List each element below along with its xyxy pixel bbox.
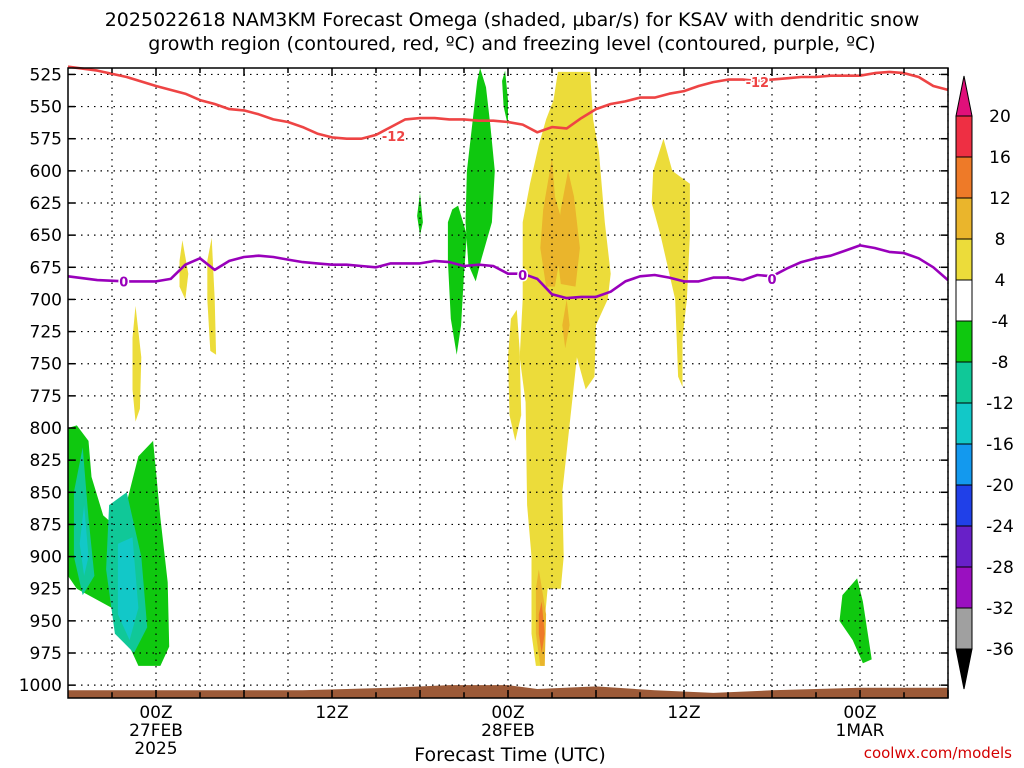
y-tick-label: 525 — [30, 65, 62, 85]
colorbar-label: -36 — [986, 640, 1014, 660]
y-tick-label: 1000 — [19, 676, 62, 696]
omega-region — [207, 237, 217, 355]
omega-region — [79, 505, 89, 576]
omega-region — [508, 309, 522, 441]
contour-lines: -12 -12 0 0 0 — [67, 65, 949, 300]
omega-region — [562, 299, 570, 349]
colorbar-swatch — [955, 115, 973, 158]
y-tick-label: 725 — [30, 323, 62, 343]
y-tick-label: 600 — [30, 162, 62, 182]
colorbar-swatch — [955, 320, 973, 363]
omega-region — [417, 192, 423, 236]
colorbar-label: 16 — [989, 148, 1011, 168]
colorbar-swatch — [955, 279, 973, 322]
y-tick-label: 800 — [30, 419, 62, 439]
colorbar-swatch — [955, 566, 973, 609]
colorbar-swatch — [955, 607, 973, 650]
contour-label: -12 — [382, 130, 406, 145]
y-tick-label: 825 — [30, 451, 62, 471]
y-tick-label: 850 — [30, 483, 62, 503]
y-tick-label: 925 — [30, 580, 62, 600]
y-tick-label: 700 — [30, 290, 62, 310]
colorbar-swatch — [955, 402, 973, 445]
colorbar-label: 20 — [989, 107, 1011, 127]
colorbar-swatch — [955, 484, 973, 527]
colorbar-label: -32 — [986, 599, 1014, 619]
y-tick-label: 625 — [30, 194, 62, 214]
colorbar-label: 4 — [995, 271, 1006, 291]
y-tick-label: 875 — [30, 515, 62, 535]
chart-title-line-2: growth region (contoured, red, ºC) and f… — [148, 33, 876, 55]
contour-label: 0 — [518, 269, 527, 284]
x-tick-label: 2025 — [134, 739, 177, 759]
grid-lines — [68, 68, 949, 698]
contour-line — [67, 244, 949, 300]
x-axis-label: Forecast Time (UTC) — [414, 744, 606, 766]
contour-label: -12 — [746, 76, 770, 91]
x-tick-label: 12Z — [667, 703, 700, 723]
y-tick-label: 550 — [30, 98, 62, 118]
omega-region — [651, 138, 690, 387]
colorbar-label: -20 — [986, 476, 1014, 496]
omega-region — [540, 158, 563, 287]
colorbar-swatch — [955, 525, 973, 568]
colorbar-swatch — [955, 156, 973, 199]
contour-label: 0 — [767, 273, 776, 288]
y-tick-label: 675 — [30, 258, 62, 278]
x-tick-label: 00Z — [843, 703, 876, 723]
colorbar-label: -28 — [986, 558, 1014, 578]
chart-title-line-1: 2025022618 NAM3KM Forecast Omega (shaded… — [104, 9, 920, 31]
y-axis-ticks: 525 550 575 600 625 650 675 700 725 750 775 800 825 8… — [19, 65, 948, 696]
y-tick-label: 950 — [30, 612, 62, 632]
colorbar-swatch — [955, 238, 973, 281]
colorbar-label: -12 — [986, 394, 1014, 414]
omega-region — [538, 601, 545, 653]
colorbar: 20 16 12 8 4 -4 -8 -12 -16 -20 -24 -28 -32 -36 — [955, 75, 1014, 690]
x-tick-label: 12Z — [315, 703, 348, 723]
colorbar-label: 12 — [989, 189, 1011, 209]
source-credit: coolwx.com/models — [863, 744, 1012, 762]
colorbar-top-arrow — [955, 75, 973, 117]
colorbar-label: -16 — [986, 435, 1014, 455]
y-tick-label: 650 — [30, 226, 62, 246]
colorbar-label: -4 — [992, 312, 1009, 332]
y-tick-label: 750 — [30, 355, 62, 375]
omega-region — [556, 170, 580, 287]
colorbar-swatch — [955, 197, 973, 240]
omega-region — [179, 240, 189, 300]
colorbar-label: -8 — [992, 353, 1009, 373]
colorbar-swatch — [955, 443, 973, 486]
contour-line — [67, 65, 949, 140]
omega-region — [465, 68, 495, 282]
y-tick-label: 575 — [30, 130, 62, 150]
x-tick-label: 00Z — [491, 703, 524, 723]
colorbar-bottom-arrow — [955, 648, 973, 690]
colorbar-label: -24 — [986, 517, 1014, 537]
y-tick-label: 900 — [30, 548, 62, 568]
contour-label: 0 — [119, 275, 128, 290]
plot-frame — [67, 67, 949, 699]
omega-region — [447, 205, 467, 355]
x-tick-label: 27FEB — [129, 721, 183, 741]
shaded-regions — [68, 68, 948, 698]
x-tick-label: 28FEB — [481, 721, 535, 741]
y-tick-label: 975 — [30, 644, 62, 664]
omega-region — [502, 70, 508, 126]
omega-region — [117, 537, 139, 641]
omega-region — [132, 305, 142, 422]
y-tick-label: 775 — [30, 387, 62, 407]
x-tick-label: 1MAR — [836, 721, 885, 741]
colorbar-label: 8 — [995, 230, 1006, 250]
omega-region — [519, 71, 611, 666]
x-tick-label: 00Z — [139, 703, 172, 723]
colorbar-swatch — [955, 361, 973, 404]
